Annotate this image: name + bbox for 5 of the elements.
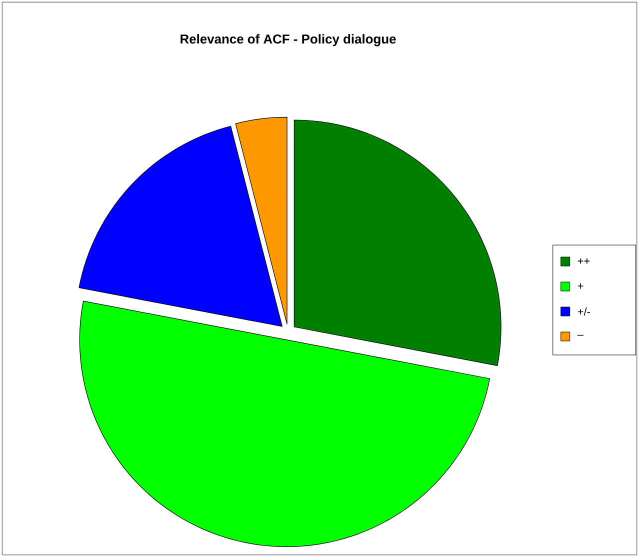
legend-label: – — [577, 334, 584, 336]
legend-label: ++ — [578, 258, 590, 264]
legend-label: +/- — [578, 307, 590, 316]
legend-label: + — [578, 283, 584, 289]
chart-title: Relevance of ACF - Policy dialogue — [180, 34, 396, 46]
